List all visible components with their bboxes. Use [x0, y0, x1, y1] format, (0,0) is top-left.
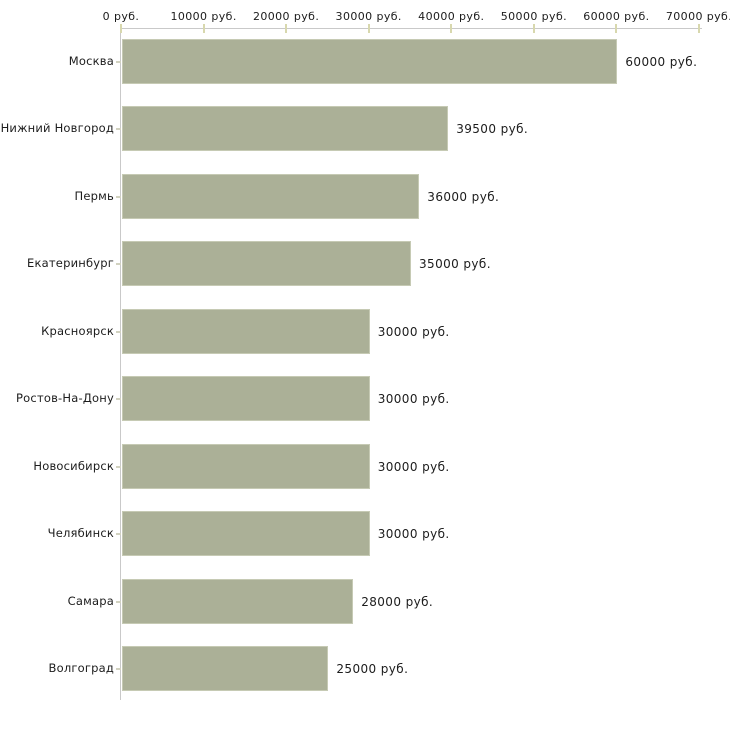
x-axis-tick-label: 70000 руб. — [665, 10, 730, 23]
bar — [122, 511, 370, 556]
x-axis-tick — [532, 24, 535, 33]
category-label: Новосибирск — [33, 459, 114, 473]
category-tick — [116, 533, 121, 535]
bar-row: Пермь 36000 руб. — [75, 174, 500, 219]
x-axis-tick — [120, 24, 122, 33]
bar — [122, 646, 329, 691]
bar — [122, 444, 370, 489]
bar-row: Нижний Новгород 39500 руб. — [1, 106, 529, 151]
category-tick — [116, 466, 121, 468]
category-label: Екатеринбург — [27, 256, 114, 270]
bar — [122, 579, 354, 624]
bar-row: Ростов-На-Дону 30000 руб. — [16, 376, 450, 421]
value-label: 35000 руб. — [419, 256, 491, 271]
category-label: Ростов-На-Дону — [16, 391, 114, 405]
bar-row: Новосибирск 30000 руб. — [33, 444, 450, 489]
bar — [122, 106, 449, 151]
category-tick — [116, 128, 121, 130]
bar-row: Екатеринбург 35000 руб. — [27, 241, 491, 286]
category-label: Москва — [68, 54, 114, 68]
value-label: 60000 руб. — [625, 54, 698, 69]
value-label: 36000 руб. — [427, 189, 500, 204]
bar — [122, 174, 420, 219]
value-label: 30000 руб. — [377, 324, 450, 339]
bar-row: Челябинск 30000 руб. — [48, 511, 450, 556]
x-axis-tick-label: 0 руб. — [102, 10, 140, 23]
bar — [122, 309, 370, 354]
category-tick — [116, 668, 121, 670]
x-axis-tick-label: 10000 руб. — [170, 10, 237, 23]
category-tick — [116, 331, 121, 333]
y-axis-line — [120, 28, 121, 700]
x-axis-tick-label: 30000 руб. — [335, 10, 402, 23]
bar-row: Самара 28000 руб. — [68, 579, 434, 624]
category-tick — [116, 196, 121, 198]
bar — [122, 376, 370, 421]
bar — [122, 241, 411, 286]
bar-row: Красноярск 30000 руб. — [41, 309, 450, 354]
value-label: 28000 руб. — [361, 594, 434, 609]
x-axis-tick-label: 20000 руб. — [252, 10, 320, 23]
x-axis-tick — [698, 24, 700, 33]
bar-row: Волгоград 25000 руб. — [49, 646, 409, 691]
value-label: 25000 руб. — [336, 661, 409, 676]
x-axis-line — [120, 28, 702, 29]
category-tick — [116, 263, 121, 265]
category-label: Пермь — [74, 189, 114, 203]
value-label: 39500 руб. — [456, 121, 529, 136]
value-label: 30000 руб. — [377, 459, 450, 474]
value-label: 30000 руб. — [377, 391, 450, 406]
category-tick — [116, 61, 121, 63]
x-axis-tick — [285, 24, 288, 33]
x-axis-tick — [615, 24, 618, 33]
bar — [122, 39, 618, 84]
category-label: Челябинск — [47, 526, 114, 540]
bar-row: Москва 60000 руб. — [69, 39, 698, 84]
category-label: Волгоград — [48, 661, 114, 675]
x-axis-tick-label: 60000 руб. — [583, 10, 650, 23]
category-tick — [116, 601, 121, 603]
x-axis-tick-label: 40000 руб. — [418, 10, 485, 23]
category-label: Самара — [67, 594, 114, 608]
value-label: 30000 руб. — [377, 526, 450, 541]
x-axis-tick — [367, 24, 370, 33]
x-axis-tick — [450, 24, 453, 33]
category-label: Нижний Новгород — [0, 121, 114, 135]
x-axis-tick-label: 50000 руб. — [500, 10, 568, 23]
category-tick — [116, 398, 121, 400]
category-label: Красноярск — [41, 324, 114, 338]
x-axis-tick — [202, 24, 205, 33]
